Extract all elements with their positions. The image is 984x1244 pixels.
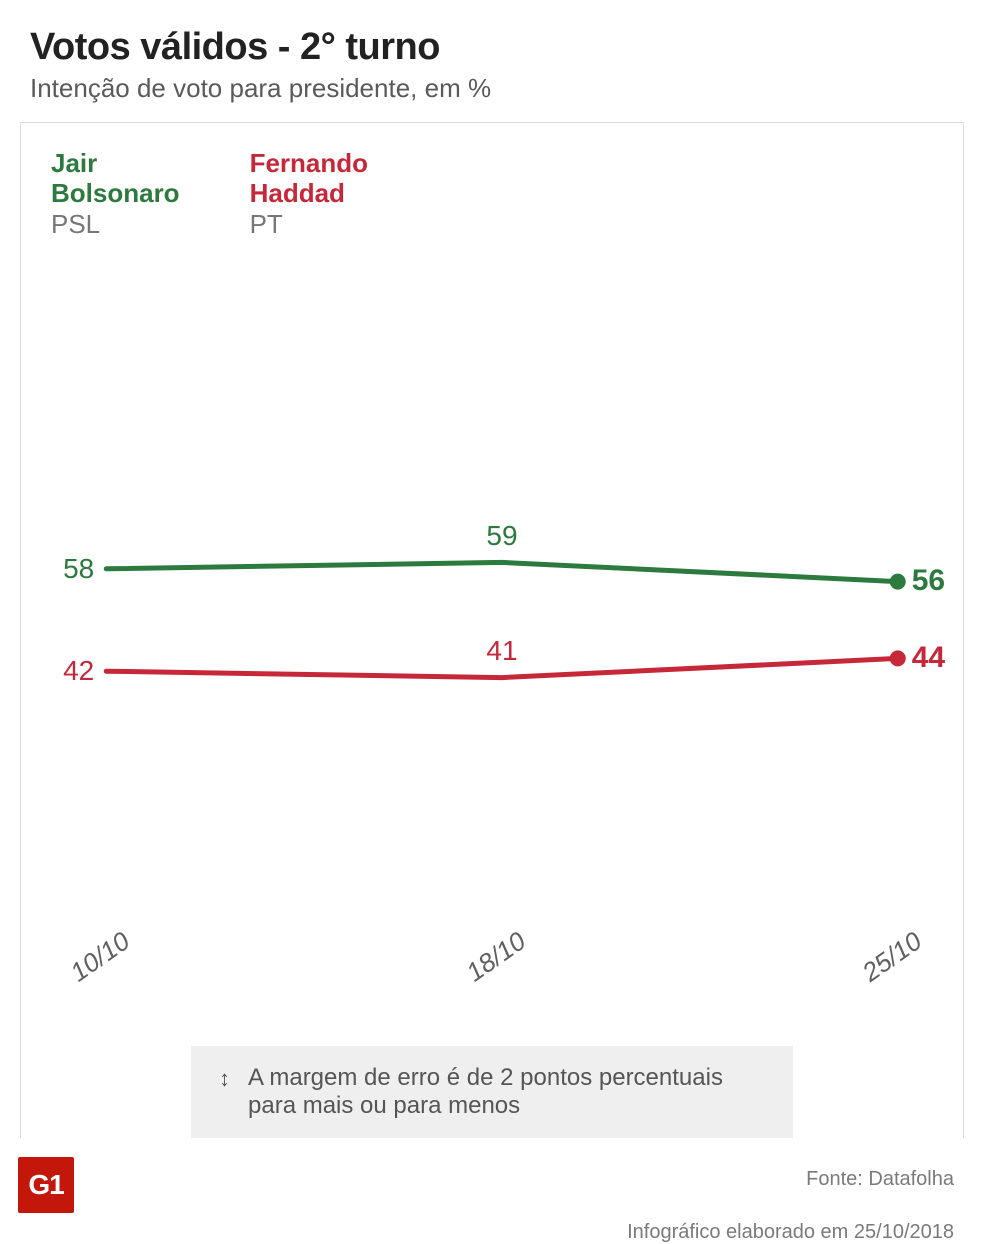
legend-party: PSL bbox=[51, 209, 180, 240]
chart-title: Votos válidos - 2° turno bbox=[30, 26, 954, 69]
value-label: 58 bbox=[63, 553, 106, 585]
value-label: 41 bbox=[486, 635, 517, 667]
legend-item-haddad: FernandoHaddadPT bbox=[250, 149, 368, 240]
credit-line: Infográfico elaborado em 25/10/2018 bbox=[0, 1221, 954, 1244]
chart-subtitle: Intenção de voto para presidente, em % bbox=[30, 73, 954, 104]
legend: JairBolsonaroPSL FernandoHaddadPT bbox=[21, 149, 963, 240]
legend-name: FernandoHaddad bbox=[250, 149, 368, 209]
chart-container: JairBolsonaroPSLFernandoHaddadPT 5859564… bbox=[20, 122, 964, 1138]
legend-item-bolsonaro: JairBolsonaroPSL bbox=[51, 149, 180, 240]
source-line: Fonte: Datafolha bbox=[0, 1168, 954, 1191]
x-axis: 10/1018/1025/10 bbox=[81, 950, 923, 1028]
source-block: Fonte: Datafolha Infográfico elaborado e… bbox=[0, 1138, 984, 1244]
header: Votos válidos - 2° turno Intenção de vot… bbox=[0, 0, 984, 122]
value-label: 59 bbox=[486, 520, 517, 552]
plot-area: 585956424144 bbox=[81, 300, 923, 940]
value-label: 56 bbox=[898, 564, 945, 598]
plot-svg bbox=[81, 300, 923, 940]
value-label: 44 bbox=[898, 641, 945, 675]
g1-logo: G1 bbox=[18, 1157, 74, 1213]
margin-of-error-note: ↕ A margem de erro é de 2 pontos percent… bbox=[191, 1046, 793, 1138]
source-label: Fonte: bbox=[806, 1168, 863, 1190]
margin-note-text: A margem de erro é de 2 pontos percentua… bbox=[248, 1064, 765, 1120]
legend-name: JairBolsonaro bbox=[51, 149, 180, 209]
value-label: 42 bbox=[63, 655, 106, 687]
source-name: Datafolha bbox=[868, 1168, 954, 1190]
legend-party: PT bbox=[250, 209, 368, 240]
updown-arrow-icon: ↕ bbox=[219, 1064, 230, 1092]
line-bolsonaro bbox=[106, 562, 897, 581]
